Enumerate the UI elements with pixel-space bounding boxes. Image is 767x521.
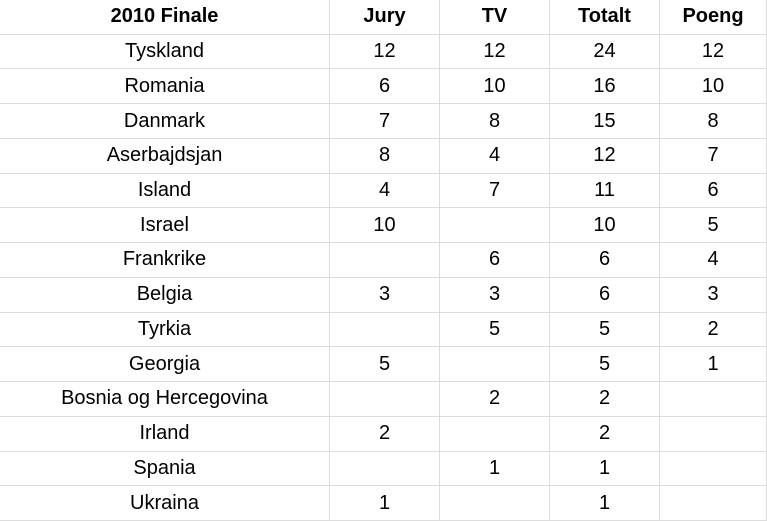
score-cell: 7 — [660, 138, 767, 174]
country-cell: Frankrike — [0, 243, 330, 278]
score-cell: 10 — [550, 208, 660, 244]
score-cell: 6 — [550, 243, 660, 278]
score-cell — [440, 416, 550, 452]
country-cell: Aserbajdsjan — [0, 138, 330, 174]
score-cell: 7 — [330, 104, 440, 139]
score-cell: 2 — [440, 382, 550, 417]
score-cell: 10 — [660, 69, 767, 105]
score-cell: 3 — [440, 277, 550, 313]
score-cell: 4 — [330, 173, 440, 209]
country-cell: Tyrkia — [0, 312, 330, 348]
score-cell: 6 — [440, 243, 550, 278]
score-cell: 6 — [550, 277, 660, 313]
country-cell: Romania — [0, 69, 330, 105]
score-cell — [660, 382, 767, 417]
score-cell: 2 — [550, 416, 660, 452]
score-cell: 10 — [440, 69, 550, 105]
score-cell — [440, 208, 550, 244]
country-cell: Irland — [0, 416, 330, 452]
country-cell: Bosnia og Hercegovina — [0, 382, 330, 417]
score-cell: 5 — [440, 312, 550, 348]
score-cell: 5 — [550, 347, 660, 383]
score-cell: 5 — [330, 347, 440, 383]
score-cell — [330, 382, 440, 417]
country-cell: Belgia — [0, 277, 330, 313]
country-cell: Danmark — [0, 104, 330, 139]
score-cell — [660, 416, 767, 452]
score-cell: 15 — [550, 104, 660, 139]
score-cell: 5 — [550, 312, 660, 348]
score-cell — [330, 312, 440, 348]
country-cell: Tyskland — [0, 34, 330, 70]
score-cell: 12 — [330, 34, 440, 70]
score-cell: 6 — [660, 173, 767, 209]
score-cell: 1 — [660, 347, 767, 383]
score-cell: 12 — [440, 34, 550, 70]
score-cell — [440, 486, 550, 521]
country-cell: Spania — [0, 451, 330, 487]
score-cell — [660, 451, 767, 487]
header-cell: Poeng — [660, 0, 767, 35]
country-cell: Island — [0, 173, 330, 209]
header-cell: TV — [440, 0, 550, 35]
header-cell: Jury — [330, 0, 440, 35]
score-cell: 4 — [660, 243, 767, 278]
score-cell: 8 — [440, 104, 550, 139]
score-cell: 4 — [440, 138, 550, 174]
score-cell — [330, 243, 440, 278]
score-cell — [440, 347, 550, 383]
score-cell: 24 — [550, 34, 660, 70]
score-cell — [330, 451, 440, 487]
score-cell: 1 — [330, 486, 440, 521]
header-cell: 2010 Finale — [0, 0, 330, 35]
score-cell: 2 — [550, 382, 660, 417]
score-cell: 7 — [440, 173, 550, 209]
score-cell: 8 — [660, 104, 767, 139]
score-cell: 16 — [550, 69, 660, 105]
country-cell: Ukraina — [0, 486, 330, 521]
score-cell: 2 — [660, 312, 767, 348]
score-cell: 5 — [660, 208, 767, 244]
score-cell — [660, 486, 767, 521]
score-cell: 3 — [330, 277, 440, 313]
header-cell: Totalt — [550, 0, 660, 35]
score-cell: 10 — [330, 208, 440, 244]
score-cell: 12 — [550, 138, 660, 174]
score-cell: 1 — [440, 451, 550, 487]
score-cell: 6 — [330, 69, 440, 105]
score-cell: 8 — [330, 138, 440, 174]
score-cell: 11 — [550, 173, 660, 209]
score-cell: 1 — [550, 486, 660, 521]
score-cell: 1 — [550, 451, 660, 487]
score-cell: 2 — [330, 416, 440, 452]
country-cell: Georgia — [0, 347, 330, 383]
score-cell: 12 — [660, 34, 767, 70]
score-cell: 3 — [660, 277, 767, 313]
country-cell: Israel — [0, 208, 330, 244]
